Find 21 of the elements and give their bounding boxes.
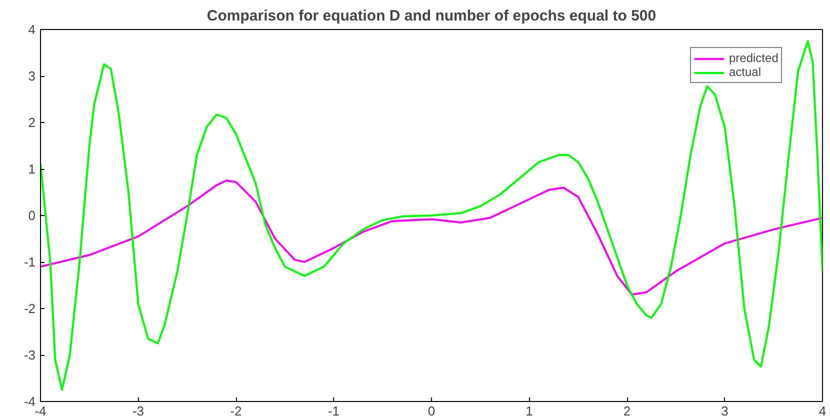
x-tick-label: -3 [132, 404, 144, 418]
y-tick-label: 4 [28, 22, 36, 37]
legend-label: predicted [729, 51, 778, 65]
y-tick-label: 0 [28, 208, 36, 223]
x-tick-label: -2 [230, 404, 242, 418]
x-tick-label: 0 [428, 404, 436, 418]
y-tick-label: 1 [28, 162, 36, 176]
x-tick-label: 4 [818, 404, 826, 418]
x-tick-label: 3 [721, 404, 728, 418]
line-series [40, 40, 822, 391]
y-tick-label: -3 [24, 348, 36, 362]
y-tick-label: -2 [24, 301, 36, 316]
chart-title: Comparison for equation D and number of epochs equal to 500 [206, 8, 656, 24]
legend-label: actual [729, 65, 762, 79]
y-tick-label: 2 [28, 115, 36, 130]
line-series [40, 180, 822, 296]
x-tick-label: 2 [623, 404, 631, 418]
x-tick-label: 1 [526, 404, 533, 418]
x-tick-label: -1 [328, 404, 340, 418]
y-tick-label: -1 [24, 254, 36, 270]
y-tick-label: 3 [28, 68, 36, 84]
